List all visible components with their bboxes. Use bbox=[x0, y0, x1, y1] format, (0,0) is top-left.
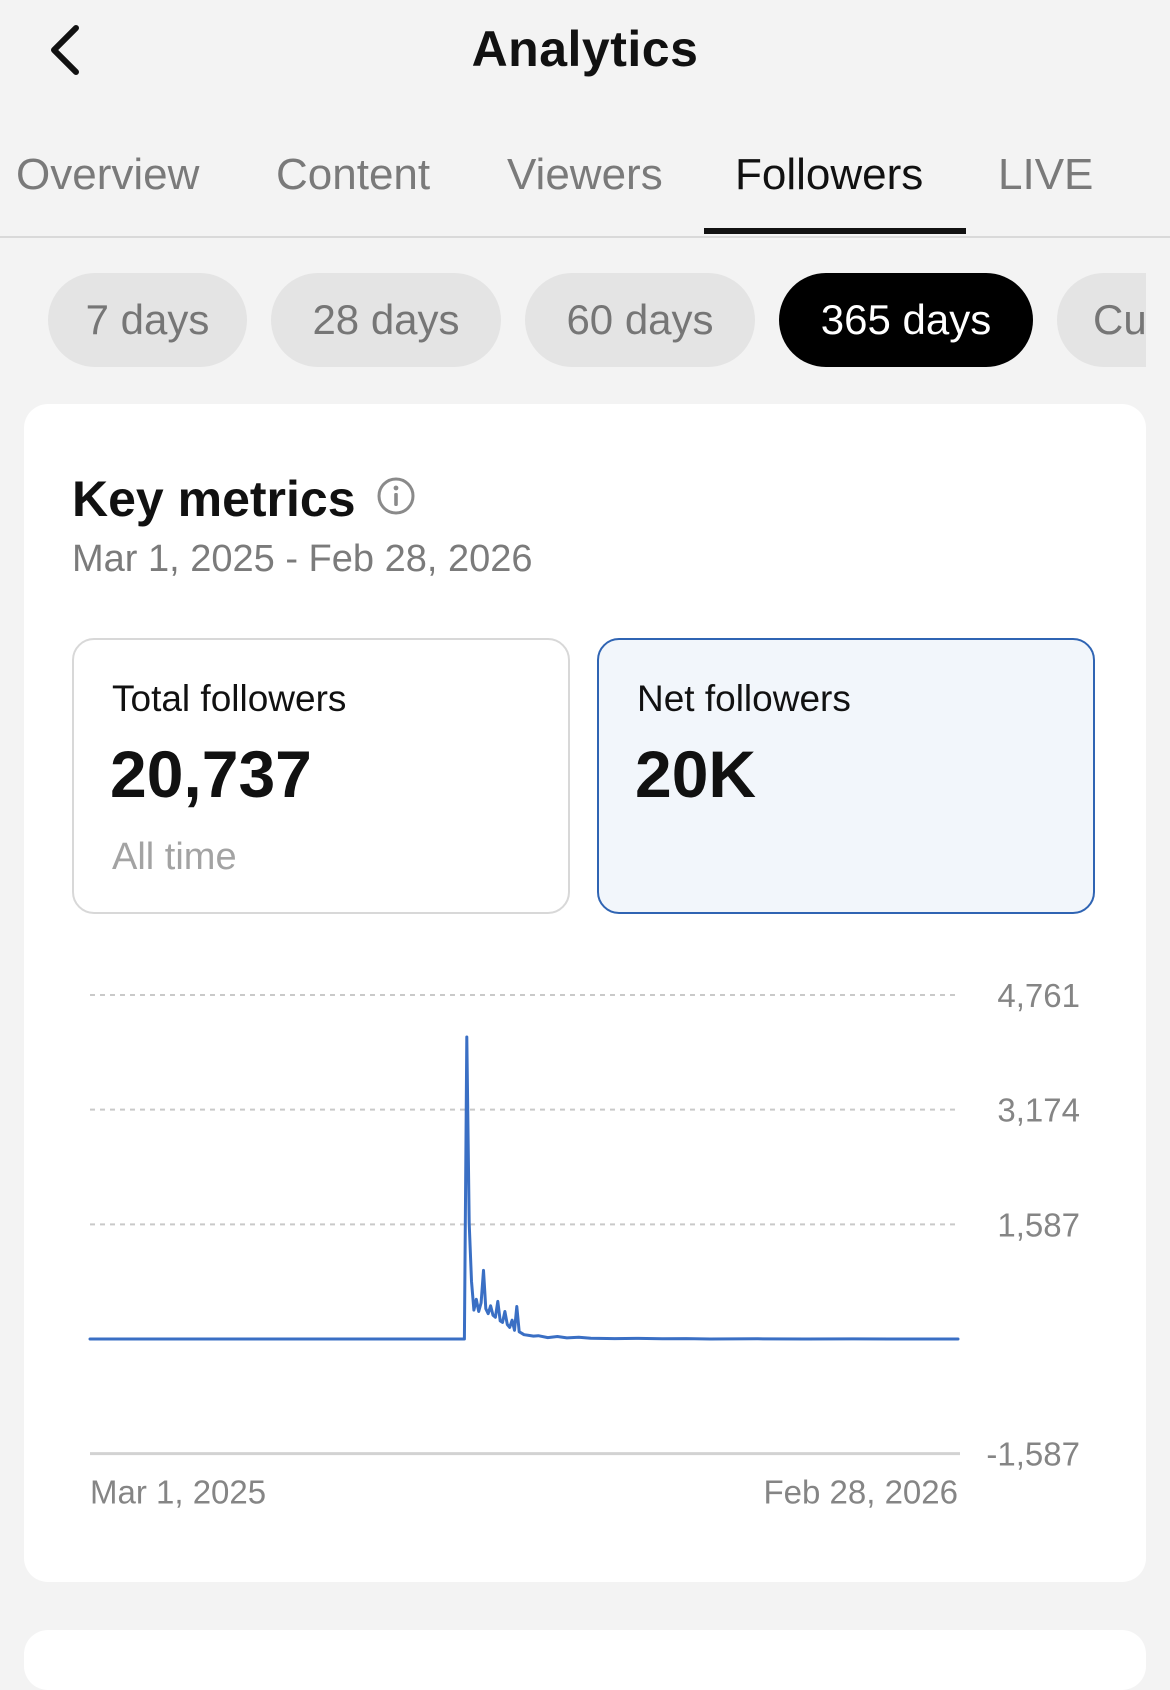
total-followers-label: Total followers bbox=[112, 678, 347, 719]
period-selector: 7 days 28 days 60 days 365 days Cu bbox=[0, 270, 1146, 370]
net-followers-card[interactable]: Net followers 20K bbox=[597, 638, 1095, 914]
tab-overview[interactable]: Overview bbox=[16, 150, 200, 199]
active-tab-indicator bbox=[704, 228, 966, 234]
tab-live[interactable]: LIVE bbox=[998, 150, 1094, 199]
back-button[interactable] bbox=[36, 18, 96, 82]
top-bar: Analytics bbox=[0, 0, 1170, 100]
net-followers-label: Net followers bbox=[637, 678, 851, 719]
total-followers-card[interactable]: Total followers 20,737 All time bbox=[72, 638, 570, 914]
key-metrics-title: Key metrics bbox=[72, 471, 356, 527]
page-title: Analytics bbox=[471, 21, 699, 77]
period-7-days[interactable]: 7 days bbox=[48, 273, 247, 367]
tab-content[interactable]: Content bbox=[276, 150, 431, 199]
tab-bar: Overview Content Viewers Followers LIVE bbox=[0, 132, 1170, 238]
key-metrics-card bbox=[24, 404, 1146, 1582]
period-60-days[interactable]: 60 days bbox=[525, 273, 755, 367]
tab-followers[interactable]: Followers bbox=[735, 150, 924, 199]
next-card bbox=[24, 1630, 1146, 1690]
chevron-left-icon bbox=[51, 25, 79, 75]
info-icon[interactable] bbox=[376, 476, 416, 516]
period-custom[interactable]: Cu bbox=[1057, 273, 1146, 367]
net-followers-value: 20K bbox=[635, 737, 757, 811]
date-range: Mar 1, 2025 - Feb 28, 2026 bbox=[72, 538, 533, 580]
tab-viewers[interactable]: Viewers bbox=[507, 150, 663, 199]
total-followers-period: All time bbox=[112, 836, 237, 878]
period-365-days[interactable]: 365 days bbox=[779, 273, 1033, 367]
period-28-days[interactable]: 28 days bbox=[271, 273, 501, 367]
total-followers-value: 20,737 bbox=[110, 737, 312, 811]
